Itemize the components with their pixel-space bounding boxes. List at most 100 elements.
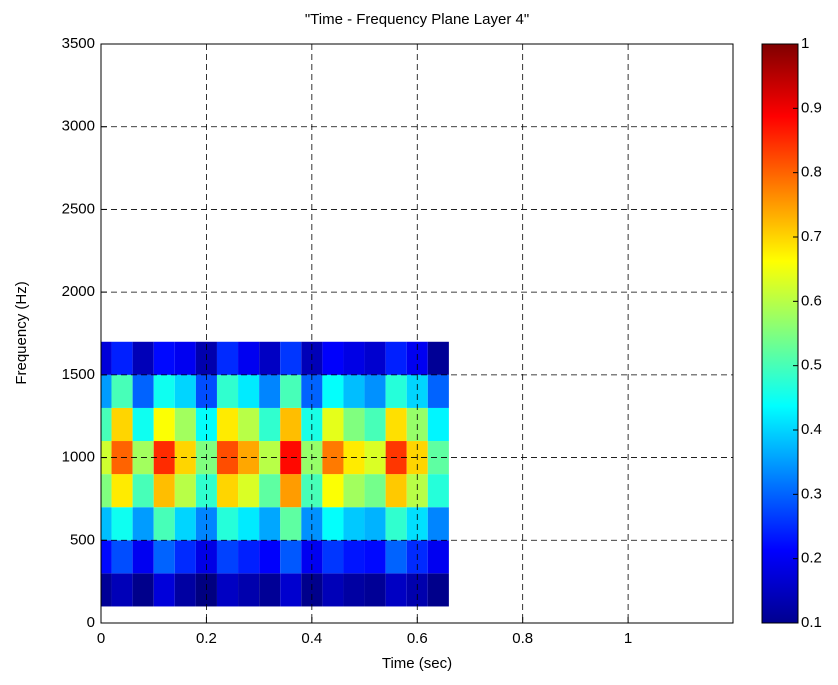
heat-cell [216,374,239,408]
heat-cell [153,507,175,541]
heat-cell [322,407,344,442]
heat-cell [111,573,133,607]
heat-cell [322,474,344,508]
colorbar-tick-label: 0.2 [801,550,822,567]
heat-cell [153,341,175,375]
heat-cell [153,573,175,607]
heat-cell [280,540,302,574]
heat-cell [280,341,302,375]
heat-cell [301,374,323,408]
heat-cell [322,341,344,375]
x-tick-label: 0.2 [196,630,217,647]
heat-cell [385,573,407,607]
heat-cell [385,507,407,541]
heat-cell [238,573,260,607]
heat-cell [216,573,239,607]
colorbar-tick-label: 0.6 [801,292,822,309]
heat-cell [238,474,260,508]
heat-cell [343,474,365,508]
colorbar-tick-label: 1 [801,35,809,52]
heat-cell [216,407,239,442]
colorbar-tick-label: 0.9 [801,99,822,116]
y-axis-label: Frequency (Hz) [13,281,30,384]
heat-cell [111,407,133,442]
heat-cell [101,474,112,508]
heat-cell [322,374,344,408]
heat-cell [343,573,365,607]
heat-cell [153,374,175,408]
heat-cell [238,341,260,375]
heat-cell [406,474,428,508]
heat-cell [111,507,133,541]
heat-cell [259,374,281,408]
heat-cell [174,573,196,607]
y-tick-label: 3500 [62,35,95,52]
x-axis-label: Time (sec) [382,655,452,672]
x-tick-label: 0 [97,630,105,647]
heat-cell [301,474,323,508]
heat-cell [427,341,449,375]
heat-cell [174,474,196,508]
heat-cell [195,507,217,541]
heat-cell [216,474,239,508]
heat-cell [364,341,386,375]
colorbar-tick-label: 0.8 [801,164,822,181]
heat-cell [259,407,281,442]
heat-cell [406,507,428,541]
heat-cell [385,540,407,574]
heat-cell [132,407,154,442]
heat-cell [259,341,281,375]
heat-cell [259,507,281,541]
heat-cell [427,374,449,408]
heat-cell [153,540,175,574]
heat-cell [427,540,449,574]
heat-cell [216,441,239,475]
heat-cell [259,441,281,475]
heat-cell [364,374,386,408]
y-tick-label: 3000 [62,118,95,135]
y-tick-label: 500 [70,531,95,548]
heat-cell [216,341,239,375]
heat-cell [259,540,281,574]
heat-cell [427,507,449,541]
heat-cell [427,474,449,508]
colorbar [761,43,799,624]
x-tick-label: 0.8 [512,630,533,647]
colorbar-tick-label: 0.4 [801,421,822,438]
heat-cell [174,407,196,442]
heat-cell [259,573,281,607]
heat-cell [343,374,365,408]
heat-cell [385,474,407,508]
heat-cell [385,374,407,408]
colorbar-tick-label: 0.1 [801,614,822,631]
x-tick-label: 0.6 [407,630,428,647]
colorbar-tick-label: 0.5 [801,357,822,374]
heat-cell [322,540,344,574]
heat-cell [111,341,133,375]
heat-cell [280,407,302,442]
heat-cell [238,540,260,574]
heat-cell [195,474,217,508]
heat-cell [280,474,302,508]
heat-cell [216,507,239,541]
heat-cell [322,507,344,541]
heat-cell [427,573,449,607]
y-tick-label: 2000 [62,283,95,300]
heat-cell [174,341,196,375]
heat-cell [216,540,239,574]
heat-cell [111,374,133,408]
heat-cell [238,441,260,475]
heat-cell [174,540,196,574]
heat-cell [364,507,386,541]
heat-cell [238,374,260,408]
heat-cell [153,407,175,442]
heat-cell [301,507,323,541]
heat-cell [238,507,260,541]
colorbar-tick-label: 0.7 [801,228,822,245]
heat-cell [101,374,112,408]
heat-cell [427,407,449,442]
heat-cell [280,374,302,408]
heat-cell [322,573,344,607]
heat-cell [343,407,365,442]
